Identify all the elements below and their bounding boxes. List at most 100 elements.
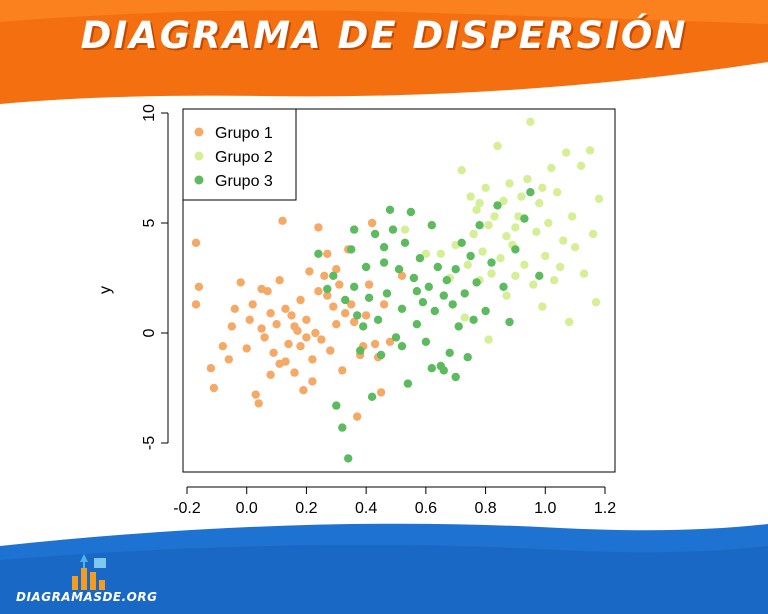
data-point-grupo-3 xyxy=(388,225,398,234)
data-point-grupo-3 xyxy=(409,273,419,283)
x-tick-label: 0.0 xyxy=(236,500,258,517)
data-point-grupo-3 xyxy=(451,372,460,382)
x-tick-label: 0.6 xyxy=(415,500,437,517)
data-point-grupo-2 xyxy=(556,262,565,272)
data-point-grupo-1 xyxy=(308,377,317,386)
data-point-grupo-1 xyxy=(236,278,245,287)
data-point-grupo-3 xyxy=(379,258,389,267)
data-point-grupo-1 xyxy=(332,320,341,329)
data-point-grupo-1 xyxy=(194,282,204,291)
data-point-grupo-2 xyxy=(523,174,532,184)
data-point-grupo-3 xyxy=(505,317,514,327)
data-point-grupo-3 xyxy=(344,454,353,463)
data-point-grupo-1 xyxy=(248,300,257,309)
legend-label-grupo-1: Grupo 1 xyxy=(215,125,273,142)
data-point-grupo-3 xyxy=(430,306,439,316)
data-point-grupo-1 xyxy=(367,218,377,228)
data-point-grupo-2 xyxy=(559,236,568,245)
data-point-grupo-2 xyxy=(535,199,544,208)
data-point-grupo-1 xyxy=(245,315,254,324)
data-point-grupo-1 xyxy=(278,216,287,225)
data-point-grupo-1 xyxy=(257,284,266,294)
data-point-grupo-3 xyxy=(442,276,451,285)
data-point-grupo-2 xyxy=(472,205,481,214)
data-point-grupo-1 xyxy=(338,366,347,375)
data-point-grupo-2 xyxy=(505,179,514,188)
data-point-grupo-3 xyxy=(493,201,502,210)
data-point-grupo-1 xyxy=(266,370,275,379)
data-point-grupo-3 xyxy=(481,306,490,316)
legend-marker-grupo-2 xyxy=(194,151,204,161)
data-point-grupo-2 xyxy=(502,291,511,300)
data-point-grupo-3 xyxy=(511,245,520,254)
banner xyxy=(0,0,768,104)
site-name[interactable]: DIAGRAMASDE.ORG xyxy=(16,590,158,604)
legend: Grupo 1 Grupo 2 Grupo 3 xyxy=(182,108,297,201)
data-point-grupo-1 xyxy=(191,300,201,309)
data-point-grupo-3 xyxy=(412,320,422,329)
y-tick-label: 0 xyxy=(141,328,158,337)
axes: -0.2 0.0 0.2 0.4 0.6 0.8 1.0 1.2 -5 0 5 10 xyxy=(141,104,616,517)
data-point-grupo-2 xyxy=(511,271,520,280)
data-point-grupo-3 xyxy=(421,337,431,346)
data-point-grupo-3 xyxy=(347,245,356,254)
data-point-grupo-2 xyxy=(493,141,502,151)
data-point-grupo-1 xyxy=(281,357,290,366)
data-point-grupo-1 xyxy=(385,337,395,346)
data-point-grupo-2 xyxy=(475,199,484,208)
data-point-grupo-2 xyxy=(538,302,547,311)
data-point-grupo-3 xyxy=(454,322,463,331)
data-point-grupo-1 xyxy=(353,412,362,421)
data-point-grupo-2 xyxy=(436,249,445,258)
x-tick-label: 0.8 xyxy=(474,500,496,517)
data-point-grupo-3 xyxy=(487,258,496,267)
data-point-grupo-2 xyxy=(532,227,541,236)
data-point-grupo-2 xyxy=(565,317,574,327)
data-point-grupo-3 xyxy=(469,315,478,324)
legend-marker-grupo-3 xyxy=(194,175,204,185)
data-point-grupo-3 xyxy=(350,225,359,234)
site-logo[interactable] xyxy=(14,548,164,610)
bar-chart-icon xyxy=(72,554,106,590)
data-point-grupo-2 xyxy=(502,232,511,241)
legend-label-grupo-3: Grupo 3 xyxy=(215,173,273,190)
data-point-grupo-1 xyxy=(326,346,335,355)
data-point-grupo-1 xyxy=(311,328,320,338)
data-point-grupo-3 xyxy=(520,214,529,223)
data-point-grupo-3 xyxy=(373,315,383,324)
data-point-grupo-3 xyxy=(397,342,407,351)
data-point-grupo-3 xyxy=(361,262,371,272)
data-point-grupo-1 xyxy=(284,339,293,349)
data-point-grupo-1 xyxy=(290,322,299,331)
data-point-grupo-1 xyxy=(302,333,311,342)
data-point-grupo-3 xyxy=(415,254,425,263)
x-tick-label: 0.4 xyxy=(355,500,377,517)
data-point-grupo-2 xyxy=(562,148,571,157)
data-point-grupo-3 xyxy=(439,291,448,300)
data-point-grupo-1 xyxy=(341,309,350,318)
data-point-grupo-1 xyxy=(206,364,216,373)
data-point-grupo-2 xyxy=(466,192,475,201)
data-point-grupo-2 xyxy=(499,196,508,206)
data-point-grupo-3 xyxy=(350,282,359,291)
data-point-grupo-3 xyxy=(379,243,389,252)
data-point-grupo-3 xyxy=(376,350,386,360)
y-tick-label: -5 xyxy=(141,436,158,450)
x-tick-label: -0.2 xyxy=(173,500,201,517)
data-point-grupo-2 xyxy=(490,212,499,221)
data-point-grupo-1 xyxy=(287,311,296,320)
data-point-grupo-1 xyxy=(296,295,305,305)
data-point-grupo-3 xyxy=(314,249,323,258)
data-point-grupo-3 xyxy=(400,238,410,247)
data-point-grupo-3 xyxy=(463,353,472,362)
data-point-grupo-2 xyxy=(550,276,559,285)
data-point-grupo-3 xyxy=(356,346,365,355)
y-tick-label: 10 xyxy=(141,104,158,122)
data-point-grupo-3 xyxy=(403,379,413,388)
data-point-grupo-1 xyxy=(370,339,380,349)
data-point-grupo-2 xyxy=(588,229,598,239)
data-point-grupo-2 xyxy=(544,218,553,228)
data-point-grupo-2 xyxy=(469,229,478,239)
data-point-grupo-3 xyxy=(338,423,347,432)
